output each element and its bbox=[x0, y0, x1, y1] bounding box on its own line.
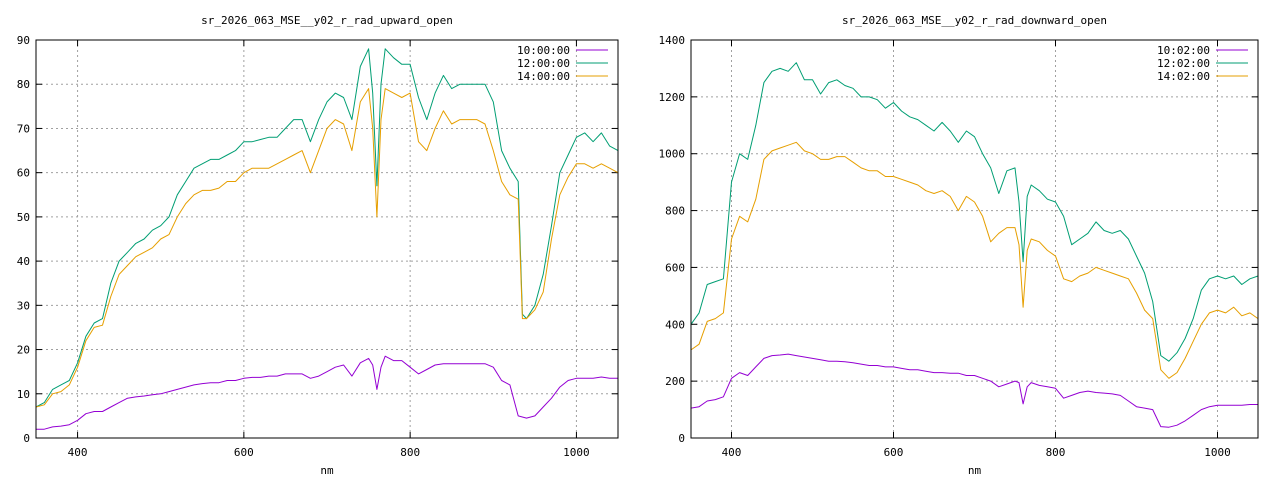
chart-panel-2: sr_2026_063_MSE__y02_r_rad_downward_open… bbox=[659, 14, 1259, 477]
legend-label: 10:00:00 bbox=[517, 44, 570, 57]
plot-frame bbox=[35, 39, 619, 439]
x-tick-label: 600 bbox=[884, 446, 904, 459]
x-tick-label: 400 bbox=[722, 446, 742, 459]
chart-panel-1: sr_2026_063_MSE__y02_r_rad_upward_open 0 1… bbox=[17, 14, 619, 477]
series-line-10-00-00 bbox=[36, 355, 618, 430]
y-tick-label: 70 bbox=[17, 122, 30, 135]
chart-title: sr_2026_063_MSE__y02_r_rad_downward_open bbox=[842, 14, 1107, 27]
x-tick-label: 1000 bbox=[1204, 446, 1231, 459]
plot-frame bbox=[690, 39, 1259, 439]
y-tick-label: 200 bbox=[665, 375, 685, 388]
series-line-10-02-00 bbox=[690, 353, 1258, 428]
y-tick-label: 400 bbox=[665, 318, 685, 331]
y-tick-label: 30 bbox=[17, 299, 30, 312]
y-tick-label: 90 bbox=[17, 34, 30, 47]
y-tick-label: 80 bbox=[17, 78, 30, 91]
x-tick-label: 1000 bbox=[563, 446, 590, 459]
y-tick-label: 0 bbox=[23, 432, 30, 445]
y-tick-label: 10 bbox=[17, 388, 30, 401]
x-tick-label: 800 bbox=[400, 446, 420, 459]
chart-title: sr_2026_063_MSE__y02_r_rad_upward_open bbox=[201, 14, 453, 27]
y-tick-label: 40 bbox=[17, 255, 30, 268]
y-tick-label: 50 bbox=[17, 211, 30, 224]
y-tick-label: 0 bbox=[678, 432, 685, 445]
x-axis-label: nm bbox=[968, 464, 982, 477]
y-tick-label: 60 bbox=[17, 167, 30, 180]
legend-label: 14:02:00 bbox=[1157, 70, 1210, 83]
y-tick-label: 600 bbox=[665, 261, 685, 274]
legend-label: 10:02:00 bbox=[1157, 44, 1210, 57]
series-line-12-00-00 bbox=[35, 48, 619, 408]
legend-label: 12:00:00 bbox=[517, 57, 570, 70]
x-axis-label: nm bbox=[320, 464, 334, 477]
y-tick-label: 800 bbox=[665, 205, 685, 218]
x-tick-label: 800 bbox=[1046, 446, 1066, 459]
y-tick-label: 1000 bbox=[659, 148, 686, 161]
legend-label: 12:02:00 bbox=[1157, 57, 1210, 70]
y-tick-label: 1200 bbox=[659, 91, 686, 104]
y-tick-label: 1400 bbox=[659, 34, 686, 47]
series-line-12-02-00 bbox=[690, 62, 1259, 362]
legend-label: 14:00:00 bbox=[517, 70, 570, 83]
series-line-14-02-00 bbox=[690, 141, 1259, 379]
y-tick-label: 20 bbox=[17, 344, 30, 357]
x-tick-label: 600 bbox=[234, 446, 254, 459]
x-tick-label: 400 bbox=[68, 446, 88, 459]
series-line-14-00-00 bbox=[35, 88, 619, 408]
